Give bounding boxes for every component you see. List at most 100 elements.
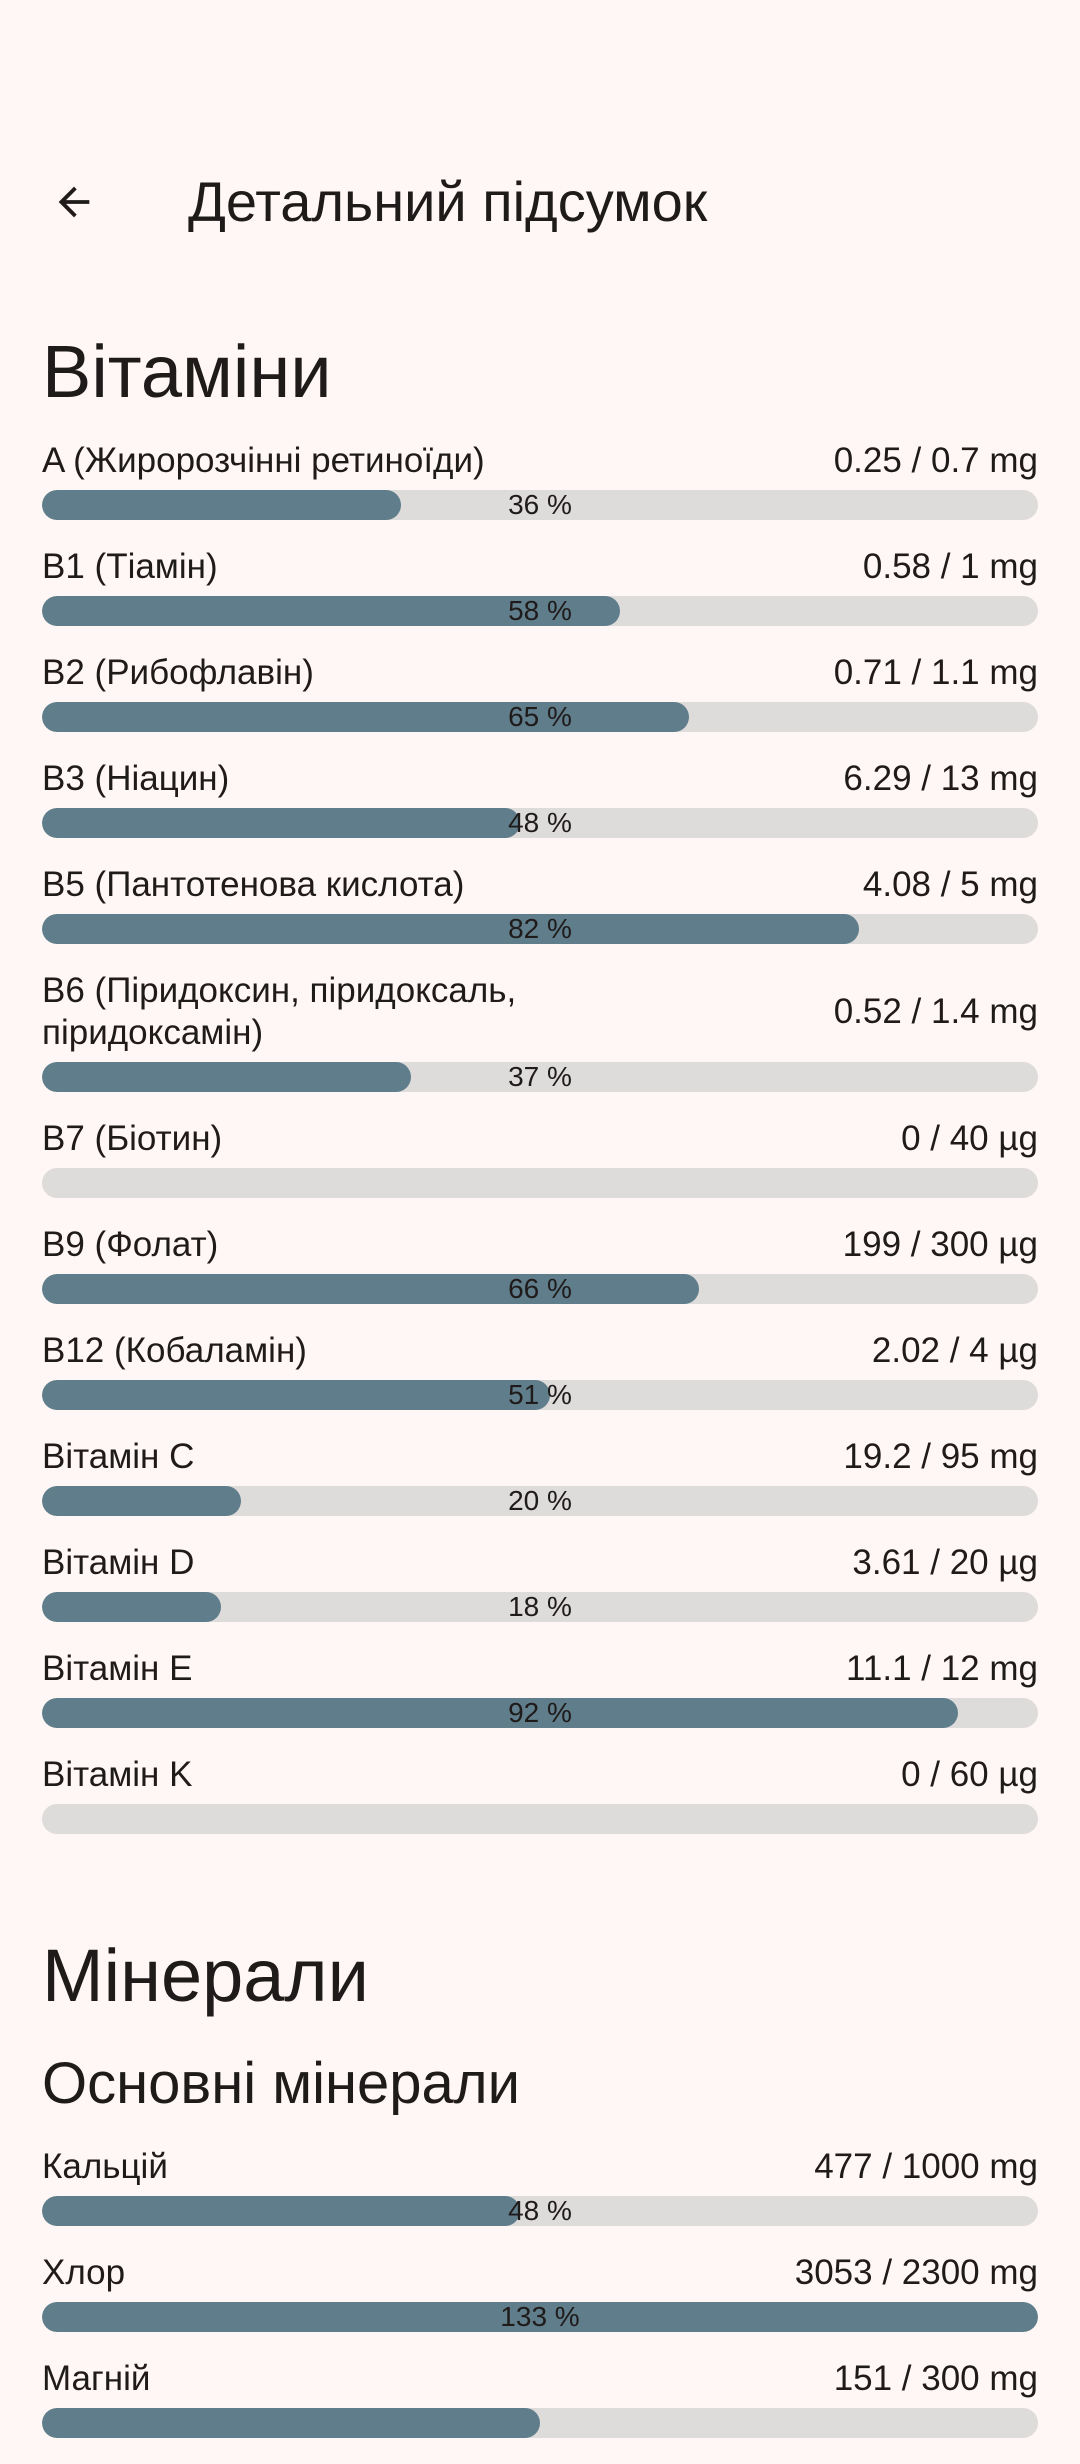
- progress-percent: 36 %: [508, 490, 572, 520]
- nutrient-value: 0.71 / 1.1 mg: [833, 653, 1038, 692]
- nutrient-row: B6 (Піридоксин, піридоксаль, піридоксамі…: [42, 970, 1038, 1054]
- progress-bar: 65 %: [42, 702, 1038, 732]
- progress-percent: 37 %: [508, 1062, 572, 1092]
- nutrient-item: B6 (Піридоксин, піридоксаль, піридоксамі…: [42, 970, 1038, 1092]
- progress-fill: [42, 1062, 411, 1092]
- progress-percent: 48 %: [508, 2196, 572, 2226]
- nutrient-row: Кальцій 477 / 1000 mg: [42, 2146, 1038, 2188]
- progress-bar: 37 %: [42, 1062, 1038, 1092]
- nutrient-row: Магній 151 / 300 mg: [42, 2358, 1038, 2400]
- nutrient-name: B1 (Тіамін): [42, 547, 218, 586]
- nutrient-name: A (Жиророзчінні ретиноїди): [42, 441, 485, 480]
- nutrient-value: 2.02 / 4 µg: [871, 1331, 1038, 1370]
- nutrient-value: 477 / 1000 mg: [814, 2147, 1038, 2186]
- nutrient-value: 0 / 60 µg: [901, 1755, 1038, 1794]
- progress-fill: [42, 2196, 521, 2226]
- nutrient-row: B12 (Кобаламін) 2.02 / 4 µg: [42, 1330, 1038, 1372]
- nutrient-name: Кальцій: [42, 2147, 168, 2186]
- nutrient-row: B9 (Фолат) 199 / 300 µg: [42, 1224, 1038, 1266]
- nutrient-item: B1 (Тіамін) 0.58 / 1 mg 58 %: [42, 546, 1038, 626]
- progress-fill: [42, 1380, 550, 1410]
- minerals-list: Кальцій 477 / 1000 mg 48 % Хлор 3053 / 2300 …: [42, 2146, 1038, 2438]
- progress-fill: [42, 1698, 959, 1728]
- progress-fill: [42, 1486, 242, 1516]
- arrow-back-icon: [58, 186, 90, 218]
- nutrient-name: B2 (Рибофлавін): [42, 653, 314, 692]
- progress-bar: 18 %: [42, 1592, 1038, 1622]
- nutrient-item: Вітамін K 0 / 60 µg: [42, 1754, 1038, 1834]
- nutrient-row: Вітамін K 0 / 60 µg: [42, 1754, 1038, 1796]
- nutrient-name: Вітамін D: [42, 1543, 195, 1582]
- minerals-heading: Мінерали: [42, 1934, 369, 2017]
- progress-bar: 51 %: [42, 1380, 1038, 1410]
- progress-bar: 20 %: [42, 1486, 1038, 1516]
- nutrient-row: Вітамін D 3.61 / 20 µg: [42, 1542, 1038, 1584]
- nutrient-item: B12 (Кобаламін) 2.02 / 4 µg 51 %: [42, 1330, 1038, 1410]
- nutrient-row: B7 (Біотин) 0 / 40 µg: [42, 1118, 1038, 1160]
- nutrient-name: Вітамін C: [42, 1437, 195, 1476]
- nutrient-row: Хлор 3053 / 2300 mg: [42, 2252, 1038, 2294]
- vitamins-list: A (Жиророзчінні ретиноїди) 0.25 / 0.7 mg 3…: [42, 440, 1038, 1834]
- progress-percent: 92 %: [508, 1698, 572, 1728]
- major-minerals-heading: Основні мінерали: [42, 2051, 521, 2116]
- nutrient-item: B5 (Пантотенова кислота) 4.08 / 5 mg 82 %: [42, 864, 1038, 944]
- progress-bar: 48 %: [42, 2196, 1038, 2226]
- nutrient-value: 19.2 / 95 mg: [843, 1437, 1038, 1476]
- nutrient-name: B9 (Фолат): [42, 1225, 219, 1264]
- progress-percent: 18 %: [508, 1592, 572, 1622]
- back-button[interactable]: [42, 170, 106, 234]
- progress-fill: [42, 1592, 222, 1622]
- nutrient-name: Магній: [42, 2359, 151, 2398]
- progress-percent: 48 %: [508, 808, 572, 838]
- nutrient-value: 0.52 / 1.4 mg: [833, 992, 1038, 1031]
- progress-fill: [42, 914, 859, 944]
- nutrient-name: Хлор: [42, 2253, 126, 2292]
- progress-bar: 66 %: [42, 1274, 1038, 1304]
- nutrient-item: Вітамін C 19.2 / 95 mg 20 %: [42, 1436, 1038, 1516]
- progress-fill: [42, 1274, 700, 1304]
- progress-bar: 133 %: [42, 2302, 1038, 2332]
- progress-bar: 58 %: [42, 596, 1038, 626]
- progress-percent: [42, 1804, 1038, 1834]
- nutrient-name: Вітамін K: [42, 1755, 193, 1794]
- progress-bar: 36 %: [42, 490, 1038, 520]
- nutrient-row: B2 (Рибофлавін) 0.71 / 1.1 mg: [42, 652, 1038, 694]
- nutrient-name: B5 (Пантотенова кислота): [42, 865, 465, 904]
- nutrient-row: B1 (Тіамін) 0.58 / 1 mg: [42, 546, 1038, 588]
- nutrient-name: B7 (Біотин): [42, 1119, 223, 1158]
- progress-fill: [42, 702, 690, 732]
- nutrient-value: 0 / 40 µg: [901, 1119, 1038, 1158]
- nutrient-row: Вітамін E 11.1 / 12 mg: [42, 1648, 1038, 1690]
- nutrient-name: B6 (Піридоксин, піридоксаль, піридоксамі…: [42, 971, 517, 1052]
- nutrient-item: B3 (Ніацин) 6.29 / 13 mg 48 %: [42, 758, 1038, 838]
- nutrient-item: Вітамін D 3.61 / 20 µg 18 %: [42, 1542, 1038, 1622]
- page-title: Детальний підсумок: [188, 170, 708, 233]
- nutrient-name: B12 (Кобаламін): [42, 1331, 307, 1370]
- nutrient-item: B9 (Фолат) 199 / 300 µg 66 %: [42, 1224, 1038, 1304]
- nutrient-value: 6.29 / 13 mg: [843, 759, 1038, 798]
- nutrient-value: 4.08 / 5 mg: [862, 865, 1038, 904]
- nutrient-row: B3 (Ніацин) 6.29 / 13 mg: [42, 758, 1038, 800]
- nutrient-item: Кальцій 477 / 1000 mg 48 %: [42, 2146, 1038, 2226]
- top-app-bar: Детальний підсумок: [0, 150, 1080, 250]
- nutrient-name: B3 (Ніацин): [42, 759, 230, 798]
- progress-bar: [42, 1804, 1038, 1834]
- progress-percent: 51 %: [508, 1380, 572, 1410]
- nutrient-value: 151 / 300 mg: [833, 2359, 1038, 2398]
- progress-percent: 66 %: [508, 1274, 572, 1304]
- progress-fill: [42, 2302, 1038, 2332]
- progress-bar: [42, 2408, 1038, 2438]
- nutrient-row: A (Жиророзчінні ретиноїди) 0.25 / 0.7 mg: [42, 440, 1038, 482]
- nutrient-value: 0.58 / 1 mg: [862, 547, 1038, 586]
- progress-percent: 20 %: [508, 1486, 572, 1516]
- progress-fill: [42, 596, 620, 626]
- progress-percent: 58 %: [508, 596, 572, 626]
- progress-percent: [42, 1168, 1038, 1198]
- nutrient-row: B5 (Пантотенова кислота) 4.08 / 5 mg: [42, 864, 1038, 906]
- nutrient-value: 3053 / 2300 mg: [794, 2253, 1038, 2292]
- nutrient-value: 0.25 / 0.7 mg: [833, 441, 1038, 480]
- progress-percent: [42, 2408, 1038, 2438]
- nutrient-item: Магній 151 / 300 mg: [42, 2358, 1038, 2438]
- nutrient-item: Вітамін E 11.1 / 12 mg 92 %: [42, 1648, 1038, 1728]
- progress-fill: [42, 490, 401, 520]
